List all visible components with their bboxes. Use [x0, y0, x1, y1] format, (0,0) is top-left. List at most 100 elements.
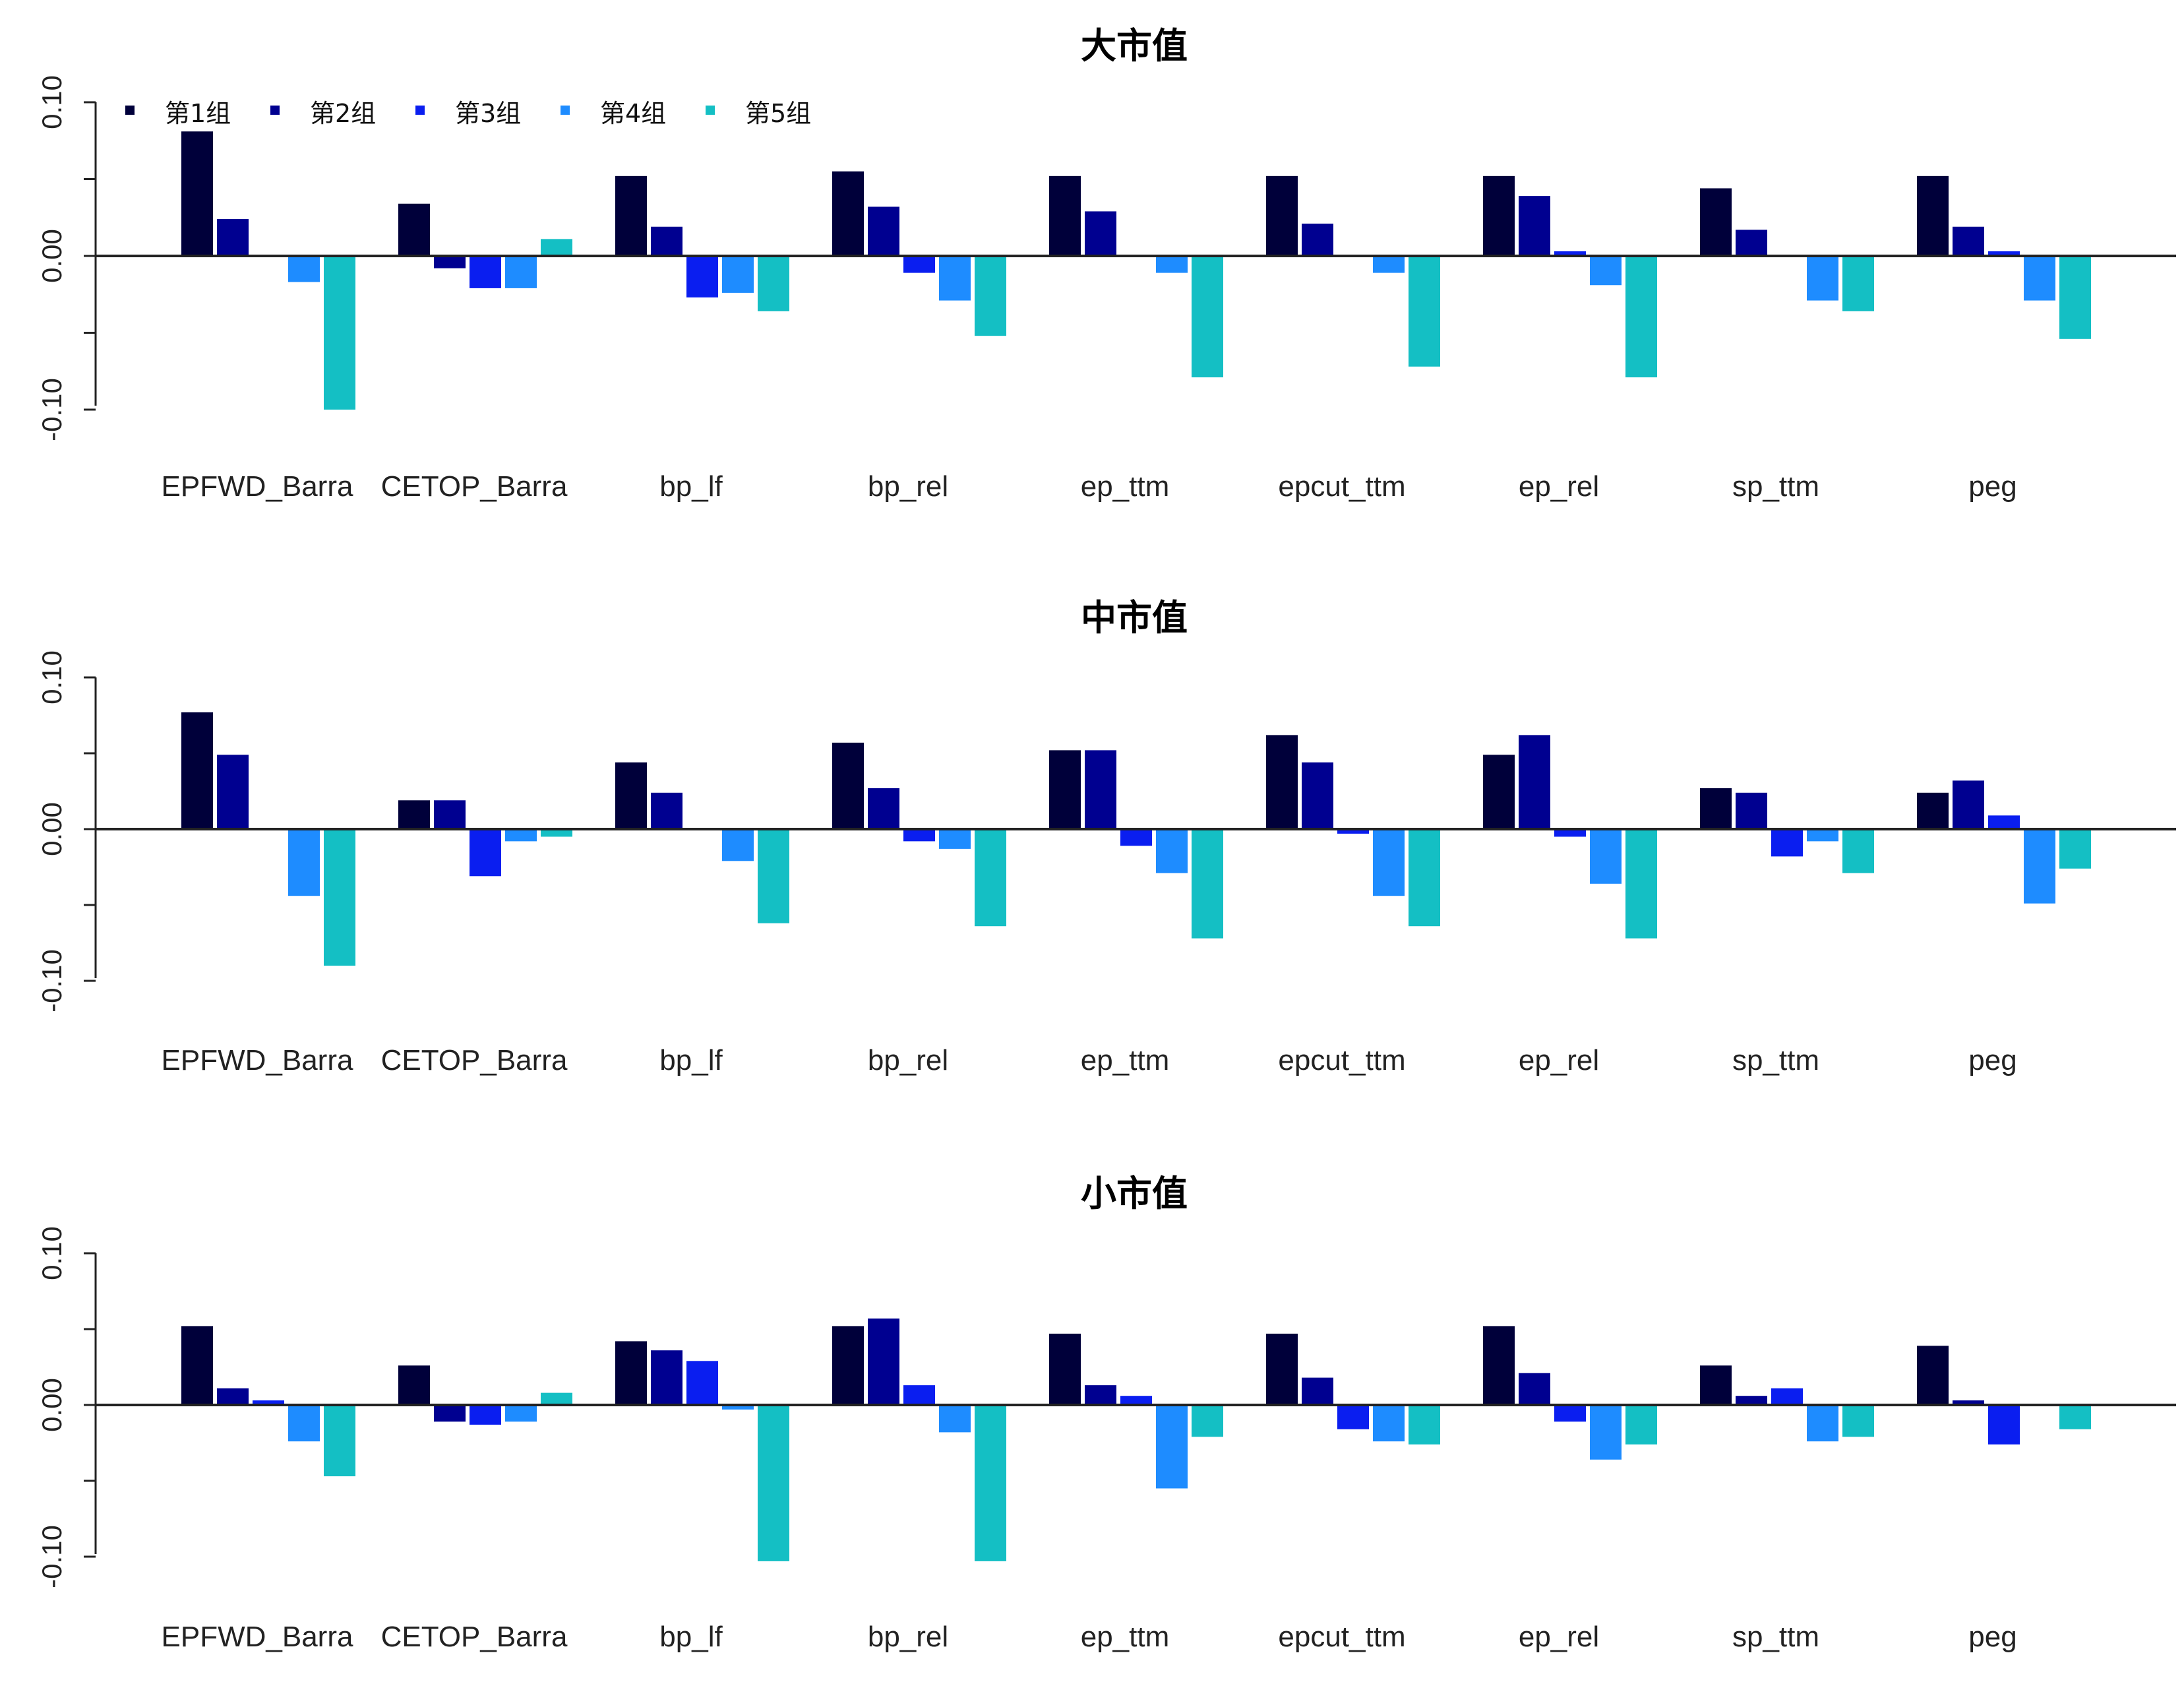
bar [1917, 1346, 1949, 1405]
legend-swatch [415, 106, 425, 115]
bar [1519, 196, 1550, 256]
panel-0-plot: 0.10 0.00 -0.10 EPFWD_Barra CETOP_Barra bp_lf… [36, 75, 2176, 503]
bar [832, 742, 864, 829]
bar [1554, 1405, 1586, 1422]
category-label: bp_lf [659, 1621, 723, 1653]
bar [1156, 256, 1188, 273]
bar [181, 712, 213, 829]
panel-mid-cap: 中市值 0.10 0.00 -0.10 EPFWD_Barra CETOP_Barra b… [36, 597, 2176, 1076]
bar [1953, 226, 1984, 256]
bar [939, 1405, 971, 1433]
bar [868, 1318, 899, 1405]
bar [324, 829, 355, 966]
bar [253, 1400, 284, 1405]
bar [868, 788, 899, 829]
category-label: sp_ttm [1732, 1044, 1819, 1076]
bar [324, 1405, 355, 1477]
bar [903, 829, 935, 842]
category-label: CETOP_Barra [381, 1044, 568, 1076]
bar [1700, 1365, 1732, 1405]
bar [1302, 224, 1333, 256]
bar [541, 1392, 572, 1405]
bar [2024, 829, 2055, 904]
panel-large-cap: 大市值 第1组 第2组 第3组 第4组 第5组 0.10 0.00 -0.10 EPFWD_B… [36, 25, 2176, 503]
bar [2059, 829, 2091, 869]
category-label: ep_ttm [1081, 470, 1170, 503]
bar [615, 175, 647, 256]
bar [722, 256, 754, 293]
category-label: ep_rel [1519, 470, 1599, 503]
bar [1192, 1405, 1223, 1437]
bar [398, 1365, 430, 1405]
bar [651, 792, 682, 829]
legend-label: 第1组 [165, 99, 231, 128]
bar [651, 1350, 682, 1405]
category-label: epcut_ttm [1278, 1621, 1405, 1653]
bar [1917, 792, 1949, 829]
bar [1807, 256, 1838, 301]
bar [1771, 829, 1803, 857]
legend-swatch [270, 106, 280, 115]
bar [1483, 175, 1515, 256]
legend-swatch [706, 106, 715, 115]
legend-label: 第5组 [745, 99, 811, 128]
y-tick-label: -0.10 [36, 378, 67, 441]
bar [505, 256, 537, 288]
bar [398, 203, 430, 256]
category-label: sp_ttm [1732, 1621, 1819, 1653]
category-label: peg [1968, 1044, 2017, 1076]
bar [288, 256, 320, 282]
bar [903, 1385, 935, 1405]
bar [686, 256, 718, 297]
bar [324, 256, 355, 410]
bar [975, 256, 1006, 336]
bar [1590, 829, 1622, 884]
bar [2059, 1405, 2091, 1429]
category-label: peg [1968, 470, 2017, 503]
bar [1590, 256, 1622, 286]
bar [1085, 1385, 1116, 1405]
bar [939, 256, 971, 301]
bar [686, 1361, 718, 1405]
bar [722, 829, 754, 861]
bar [1156, 1405, 1188, 1489]
bar [470, 256, 501, 288]
legend: 第1组 第2组 第3组 第4组 第5组 [125, 99, 811, 128]
legend-label: 第3组 [455, 99, 521, 128]
category-label: ep_ttm [1081, 1044, 1170, 1076]
panel-1-plot: 0.10 0.00 -0.10 EPFWD_Barra CETOP_Barra bp_lf… [36, 650, 2176, 1076]
bar [1049, 750, 1081, 829]
category-label: EPFWD_Barra [162, 1044, 353, 1076]
bar [1049, 1333, 1081, 1405]
legend-label: 第4组 [600, 99, 666, 128]
bar [1625, 256, 1657, 378]
category-label: sp_ttm [1732, 470, 1819, 503]
bar [1554, 829, 1586, 837]
bar [434, 800, 466, 829]
category-label: epcut_ttm [1278, 470, 1405, 503]
bar [615, 762, 647, 829]
bar [1519, 735, 1550, 829]
bar [939, 829, 971, 849]
bar [217, 755, 249, 829]
category-label: CETOP_Barra [381, 1621, 568, 1653]
bar [1842, 256, 1874, 311]
y-tick-label: -0.10 [36, 1525, 67, 1588]
bar [1519, 1373, 1550, 1405]
bar [1953, 1400, 1984, 1405]
bar [181, 131, 213, 256]
bar [1988, 815, 2020, 829]
bar [217, 1388, 249, 1405]
bar [1085, 211, 1116, 256]
bar [541, 829, 572, 837]
legend-swatch [125, 106, 135, 115]
y-tick-label: -0.10 [36, 949, 67, 1012]
bar [1192, 829, 1223, 939]
bar [2024, 256, 2055, 301]
bar [288, 829, 320, 896]
bar [758, 1405, 789, 1561]
bar [1842, 829, 1874, 873]
bar [1736, 1396, 1767, 1405]
bar [1120, 1396, 1152, 1405]
